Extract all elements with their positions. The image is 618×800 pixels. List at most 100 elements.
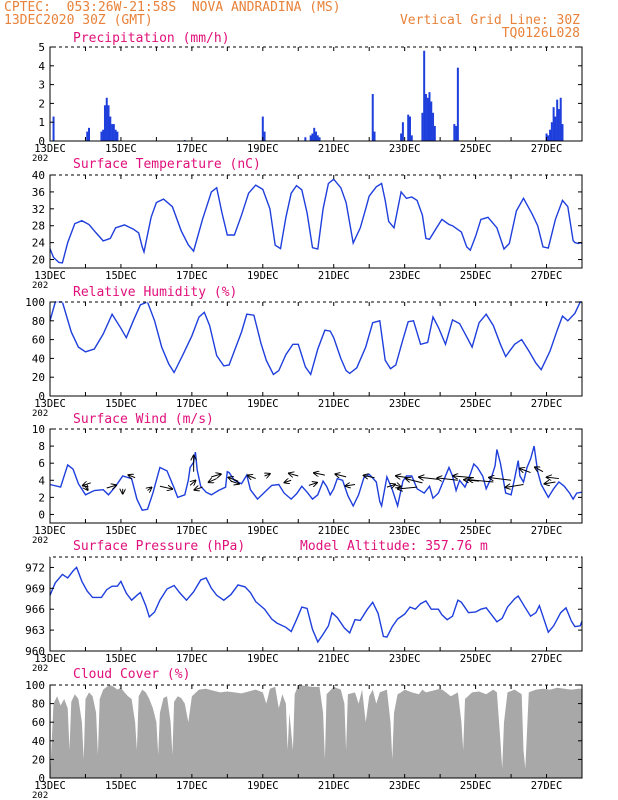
wind-vector <box>211 474 221 477</box>
wind-vector <box>106 485 117 488</box>
year-label: 202 <box>32 281 48 291</box>
x-tick-label: 13DEC <box>34 398 66 410</box>
y-tick-label: 40 <box>32 169 45 182</box>
wind-vector <box>265 474 271 476</box>
precip-bar <box>304 137 307 141</box>
precip-bar <box>433 125 436 141</box>
y-tick-label: 24 <box>32 237 46 250</box>
x-tick-label: 17DEC <box>176 780 208 792</box>
year-label: 202 <box>32 154 48 164</box>
precip-bar <box>549 129 552 141</box>
precip-bar <box>309 135 312 141</box>
cloud-area <box>50 685 582 778</box>
precip-bar <box>116 131 119 141</box>
y-tick-label: 972 <box>25 561 45 574</box>
x-tick-label: 27DEC <box>531 398 563 410</box>
precip-bar <box>423 50 426 142</box>
precip-bar <box>430 101 433 141</box>
x-tick-label: 27DEC <box>531 525 563 537</box>
x-tick-label: 15DEC <box>105 270 137 282</box>
x-tick-label: 25DEC <box>460 525 492 537</box>
precip-bar <box>428 92 431 141</box>
x-tick-label: 17DEC <box>176 143 208 155</box>
y-tick-label: 2 <box>38 491 45 504</box>
x-tick-label: 23DEC <box>389 653 421 665</box>
x-tick-label: 13DEC <box>34 780 66 792</box>
x-tick-label: 27DEC <box>531 270 563 282</box>
precip-bar <box>400 133 403 141</box>
precip-bar <box>318 137 321 141</box>
x-tick-label: 27DEC <box>531 143 563 155</box>
x-tick-label: 15DEC <box>105 780 137 792</box>
y-tick-label: 966 <box>25 603 45 616</box>
wind-vector <box>128 475 136 478</box>
panel-title: Surface Temperature (nC) <box>73 157 261 172</box>
wind-vector <box>437 478 458 480</box>
x-tick-label: 13DEC <box>34 270 66 282</box>
y-tick-label: 4 <box>38 60 45 73</box>
x-tick-label: 23DEC <box>389 143 421 155</box>
model-id: TQ0126L028 <box>501 26 580 41</box>
panel-title: Precipitation (mm/h) <box>73 31 230 46</box>
x-tick-label: 25DEC <box>460 398 492 410</box>
wind-vector <box>308 483 317 486</box>
precip-bar <box>311 133 314 141</box>
series-line <box>49 178 583 264</box>
x-tick-label: 17DEC <box>176 653 208 665</box>
precip-bar <box>316 135 319 141</box>
y-tick-label: 963 <box>25 624 45 637</box>
wind-vector <box>393 485 401 487</box>
panel-0 <box>49 46 583 142</box>
precip-bar <box>313 127 316 141</box>
precip-bar <box>263 131 266 141</box>
x-tick-label: 21DEC <box>318 653 350 665</box>
precip-bar <box>371 94 374 141</box>
x-tick-label: 19DEC <box>247 780 279 792</box>
y-tick-label: 80 <box>32 315 45 328</box>
y-tick-label: 6 <box>38 457 45 470</box>
x-tick-label: 13DEC <box>34 525 66 537</box>
y-tick-label: 0 <box>38 390 45 403</box>
y-tick-label: 5 <box>38 41 45 54</box>
wind-vector <box>419 477 439 479</box>
x-tick-label: 21DEC <box>318 780 350 792</box>
precip-bar <box>86 131 89 141</box>
precip-bar <box>105 97 108 141</box>
wind-vector <box>468 480 494 482</box>
precip-bar <box>547 135 550 141</box>
x-tick-label: 19DEC <box>247 398 279 410</box>
precip-bar <box>261 116 264 141</box>
wind-vector <box>190 480 196 485</box>
x-tick-label: 17DEC <box>176 270 208 282</box>
x-tick-label: 25DEC <box>460 270 492 282</box>
x-tick-label: 23DEC <box>389 398 421 410</box>
y-tick-label: 1 <box>38 116 45 129</box>
y-tick-label: 960 <box>25 645 45 658</box>
y-tick-label: 100 <box>25 679 45 692</box>
series-line <box>49 445 583 511</box>
x-tick-label: 17DEC <box>176 398 208 410</box>
x-tick-label: 15DEC <box>105 143 137 155</box>
x-tick-label: 17DEC <box>176 525 208 537</box>
panel-frame <box>49 174 583 269</box>
y-tick-label: 32 <box>32 203 45 216</box>
panel-title: Surface Wind (m/s) <box>73 412 214 427</box>
y-tick-label: 0 <box>38 135 45 148</box>
precip-bar <box>407 114 410 141</box>
x-tick-label: 15DEC <box>105 525 137 537</box>
x-tick-label: 23DEC <box>389 780 421 792</box>
precip-bar <box>559 97 562 141</box>
panel-3 <box>49 428 583 524</box>
x-tick-label: 21DEC <box>318 270 350 282</box>
x-tick-label: 27DEC <box>531 780 563 792</box>
series-line <box>49 566 583 644</box>
year-label: 202 <box>32 409 48 419</box>
y-tick-label: 40 <box>32 735 45 748</box>
x-tick-label: 19DEC <box>247 525 279 537</box>
precip-bar <box>102 129 105 141</box>
wind-vector <box>159 486 173 489</box>
precip-bar <box>315 131 317 141</box>
y-tick-label: 60 <box>32 334 45 347</box>
grid-line-note: Vertical Grid Line: 30Z <box>399 13 580 28</box>
precip-bar <box>103 105 106 141</box>
